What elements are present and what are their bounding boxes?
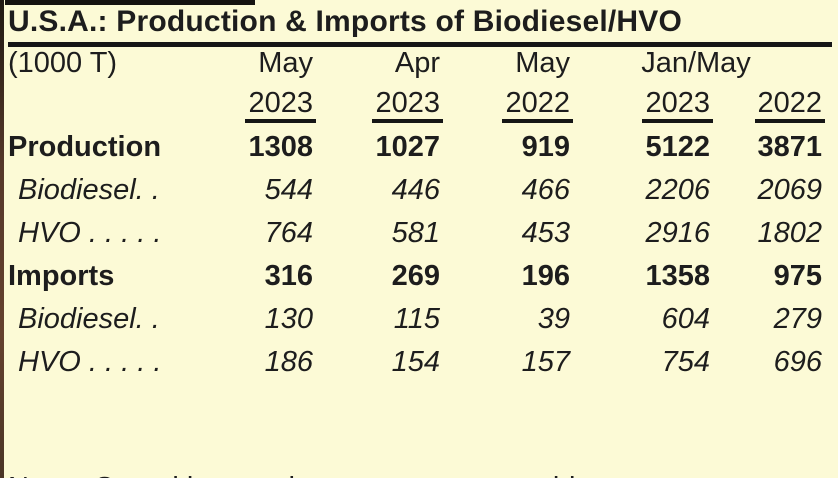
scan-artifact-left-edge	[0, 0, 4, 478]
cell-value: 453	[521, 217, 570, 249]
cell-value: 39	[537, 303, 570, 335]
cell-value: 130	[264, 303, 313, 335]
table-row-production-hvo: HVO . . . . . 764 581 453 2916 1802	[8, 217, 822, 260]
column-header-year: 2023	[205, 87, 316, 131]
cell-value: 279	[773, 303, 823, 335]
cell-value: 446	[391, 174, 440, 206]
cell-value: 466	[521, 174, 570, 206]
cell-value: 975	[773, 260, 823, 292]
cell-value: 154	[391, 346, 440, 378]
cell-value: 115	[393, 303, 440, 335]
footnote: Note: Quantities used to generate renewa…	[8, 398, 832, 478]
year-header-row: 2023 2023 2022 2023 2022	[8, 87, 826, 131]
table-row-imports-hvo: HVO . . . . . 186 154 157 754 696	[8, 346, 822, 389]
cell-value: 696	[773, 346, 823, 378]
cell-value: 604	[661, 303, 710, 335]
cell-value: 157	[521, 346, 570, 378]
biodiesel-hvo-table: (1000 T) May Apr May Jan/May 2023 2023 2…	[8, 47, 826, 389]
row-label: Biodiesel. .	[18, 303, 160, 335]
cell-value: 5122	[645, 131, 710, 163]
cell-value: 581	[391, 217, 440, 249]
empty-cell	[8, 87, 205, 131]
row-label: Imports	[8, 260, 115, 292]
cell-value: 196	[521, 260, 570, 292]
column-header-year: 2022	[710, 87, 826, 131]
cell-value: 764	[264, 217, 313, 249]
cell-value: 3871	[757, 131, 823, 163]
column-header-month-span: Jan/May	[641, 47, 751, 79]
column-header-month: May	[258, 47, 313, 79]
column-header-year: 2023	[570, 87, 713, 131]
month-header-row: (1000 T) May Apr May Jan/May	[8, 47, 822, 87]
row-label: Production	[8, 131, 162, 163]
scan-artifact-top-edge	[5, 0, 255, 5]
cell-value: 1308	[248, 131, 313, 163]
column-header-year: 2023	[313, 87, 443, 131]
cell-value: 316	[264, 260, 313, 292]
table-row-production-biodiesel: Biodiesel. . 544 446 466 2206 2069	[8, 174, 822, 217]
cell-value: 269	[391, 260, 440, 292]
row-label: Biodiesel. .	[18, 174, 160, 206]
cell-value: 2916	[645, 217, 710, 249]
page-title: U.S.A.: Production & Imports of Biodiese…	[8, 5, 832, 47]
cell-value: 2206	[645, 174, 710, 206]
cell-value: 544	[264, 174, 313, 206]
column-header-month: May	[515, 47, 570, 79]
column-header-year: 2022	[440, 87, 573, 131]
cell-value: 1027	[375, 131, 440, 163]
table-row-imports: Imports 316 269 196 1358 975	[8, 260, 822, 303]
table-row-production: Production 1308 1027 919 5122 3871	[8, 131, 822, 174]
row-label: HVO . . . . .	[18, 346, 162, 378]
footnote-line-1: Note: Quantities used to generate renewa…	[8, 470, 832, 478]
cell-value: 2069	[757, 174, 823, 206]
table-row-imports-biodiesel: Biodiesel. . 130 115 39 604 279	[8, 303, 822, 346]
cell-value: 1358	[645, 260, 710, 292]
cell-value: 919	[521, 131, 570, 163]
cell-value: 1802	[757, 217, 823, 249]
cell-value: 754	[661, 346, 710, 378]
row-label: HVO . . . . .	[18, 217, 162, 249]
unit-label: (1000 T)	[8, 47, 118, 79]
cell-value: 186	[264, 346, 313, 378]
column-header-month: Apr	[394, 47, 440, 79]
